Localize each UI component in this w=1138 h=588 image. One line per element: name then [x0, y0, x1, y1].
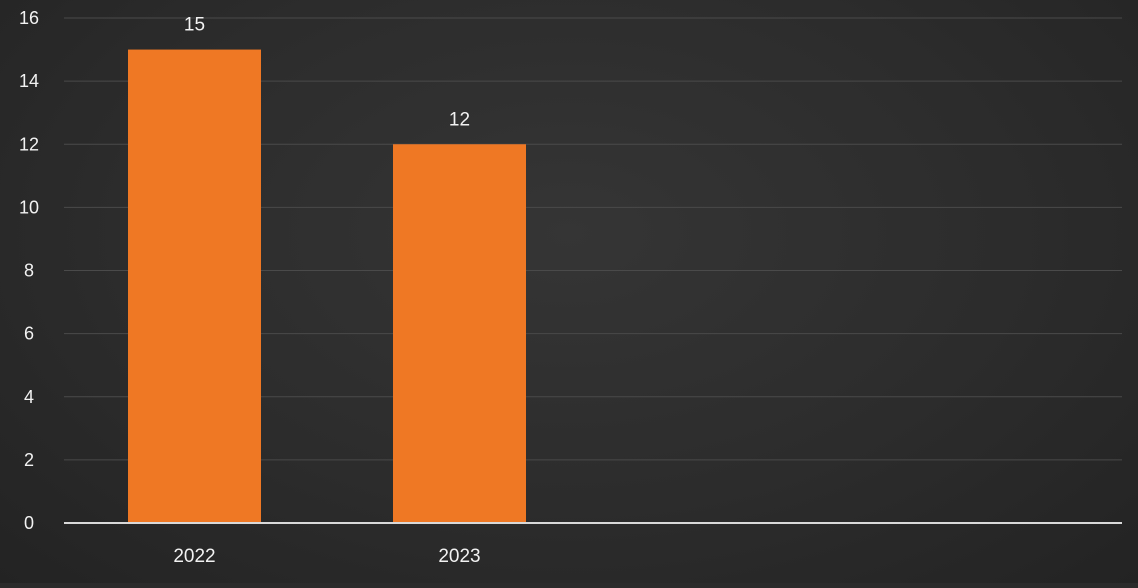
y-tick-label: 2: [24, 450, 34, 470]
x-tick-label: 2022: [173, 546, 215, 567]
labels: 0 2 4 6 8 10 12 14 16 15 2022 12 2023: [19, 8, 481, 567]
y-tick-label: 4: [24, 387, 34, 407]
x-tick-label: 2023: [438, 546, 480, 567]
data-label: 12: [449, 109, 470, 130]
bars: [128, 49, 526, 523]
bar-2023: [393, 144, 526, 523]
y-tick-label: 8: [24, 261, 34, 281]
y-tick-label: 12: [19, 134, 39, 154]
y-tick-label: 0: [24, 513, 34, 533]
y-tick-label: 10: [19, 197, 39, 217]
data-label: 15: [184, 15, 205, 36]
y-tick-label: 16: [19, 8, 39, 28]
bar-2022: [128, 49, 261, 523]
y-tick-label: 6: [24, 324, 34, 344]
y-tick-label: 14: [19, 71, 39, 91]
